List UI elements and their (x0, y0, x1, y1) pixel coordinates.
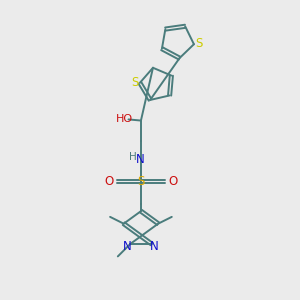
Text: N: N (123, 240, 132, 253)
Text: N: N (135, 153, 144, 166)
Text: N: N (150, 240, 159, 253)
Text: S: S (131, 76, 139, 89)
Text: O: O (105, 175, 114, 188)
Text: H: H (129, 152, 137, 162)
Text: HO: HO (116, 114, 133, 124)
Text: O: O (168, 175, 177, 188)
Text: S: S (137, 175, 145, 188)
Text: S: S (195, 37, 203, 50)
